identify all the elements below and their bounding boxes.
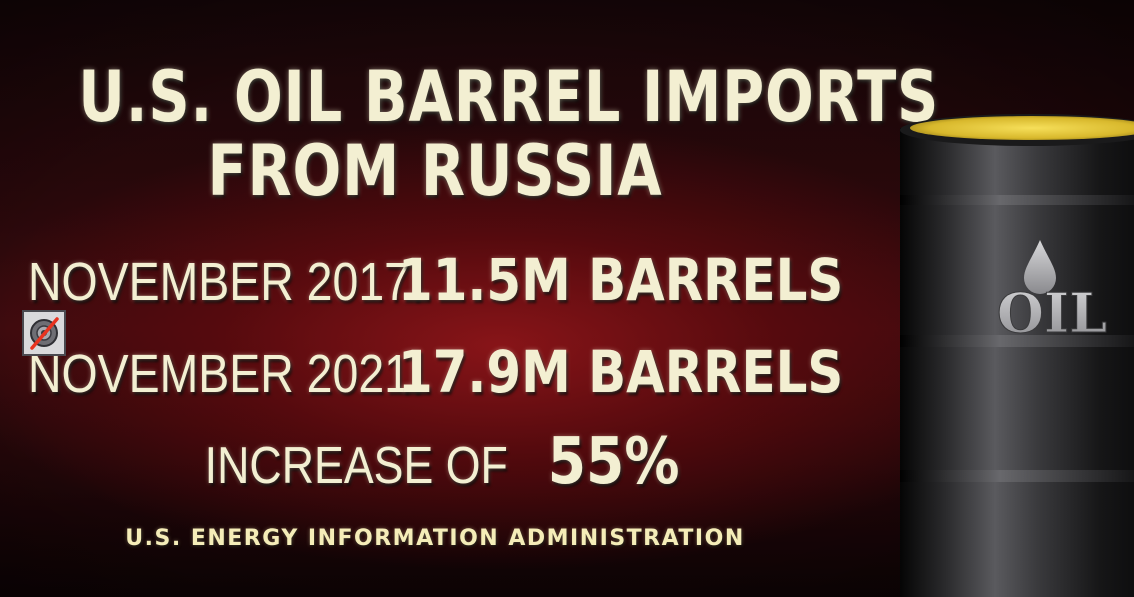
oil-drop-icon bbox=[1024, 240, 1056, 294]
increase-line: INCREASE OF 55% bbox=[0, 425, 870, 499]
stat-label-2021: NOVEMBER 2021: bbox=[28, 344, 423, 404]
stat-value-2017: 11.5M BARRELS bbox=[398, 246, 844, 314]
speaker-muted-icon[interactable] bbox=[22, 310, 66, 356]
oil-barrel-icon: OIL bbox=[900, 114, 1134, 597]
increase-label: INCREASE OF bbox=[204, 437, 508, 495]
title-line-2: FROM RUSSIA bbox=[207, 130, 663, 212]
stat-value-2021: 17.9M BARRELS bbox=[398, 338, 844, 406]
barrel-oil-label: OIL bbox=[997, 281, 1107, 345]
title-line-1: U.S. OIL BARREL IMPORTS bbox=[78, 56, 940, 138]
stat-label-2017: NOVEMBER 2017: bbox=[28, 252, 423, 312]
speaker-muted-glyph bbox=[30, 317, 59, 350]
increase-value: 55% bbox=[547, 425, 680, 499]
stat-row-2017: NOVEMBER 2017:11.5M BARRELS bbox=[28, 246, 916, 314]
source-credit: U.S. ENERGY INFORMATION ADMINISTRATION bbox=[125, 526, 745, 551]
stat-row-2021: NOVEMBER 2021:17.9M BARRELS bbox=[28, 338, 916, 406]
